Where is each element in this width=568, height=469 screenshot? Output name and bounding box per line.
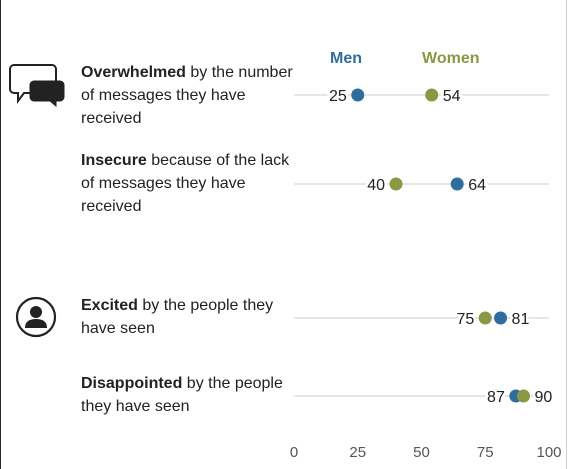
data-label-women: 90 <box>535 389 553 406</box>
row-label-rest: because of the lack of messages they hav… <box>81 152 290 215</box>
row-label-bold: Overwhelmed <box>81 64 186 81</box>
x-tick-label: 50 <box>413 444 430 461</box>
dot-men <box>450 177 464 191</box>
row-label-bold: Excited <box>81 297 138 314</box>
legend-women: Women <box>422 50 480 67</box>
dot-women <box>389 177 403 191</box>
dot-women <box>478 311 492 325</box>
user-profile-icon <box>15 296 57 338</box>
row-label-rest: by the people they have seen <box>81 297 274 337</box>
row-label-rest: by the people they have seen <box>81 375 283 415</box>
data-label-women: 40 <box>367 177 385 194</box>
x-tick-label: 0 <box>290 444 298 461</box>
legend-men: Men <box>330 50 362 67</box>
chat-bubbles-icon <box>9 64 65 107</box>
data-label-men: 64 <box>468 177 486 194</box>
x-tick-label: 100 <box>536 444 561 461</box>
dot-men <box>351 88 365 102</box>
row-label-disappointed: Disappointed by the people they have see… <box>81 372 296 418</box>
data-label-women: 54 <box>443 88 461 105</box>
data-label-men: 87 <box>487 389 505 406</box>
data-label-men: 81 <box>512 311 530 328</box>
x-tick-label: 75 <box>477 444 494 461</box>
row-label-bold: Insecure <box>81 152 147 169</box>
row-label-insecure: Insecure because of the lack of messages… <box>81 149 296 218</box>
dot-women <box>425 88 439 102</box>
data-label-men: 25 <box>329 88 347 105</box>
row-label-excited: Excited by the people they have seen <box>81 294 296 340</box>
data-label-women: 75 <box>456 311 474 328</box>
row-label-rest: by the number of messages they have rece… <box>81 64 293 127</box>
row-label-bold: Disappointed <box>81 375 183 392</box>
x-tick-label: 25 <box>349 444 366 461</box>
dot-women <box>517 389 530 403</box>
dot-men <box>494 311 508 325</box>
row-label-overwhelmed: Overwhelmed by the number of messages th… <box>81 61 296 130</box>
